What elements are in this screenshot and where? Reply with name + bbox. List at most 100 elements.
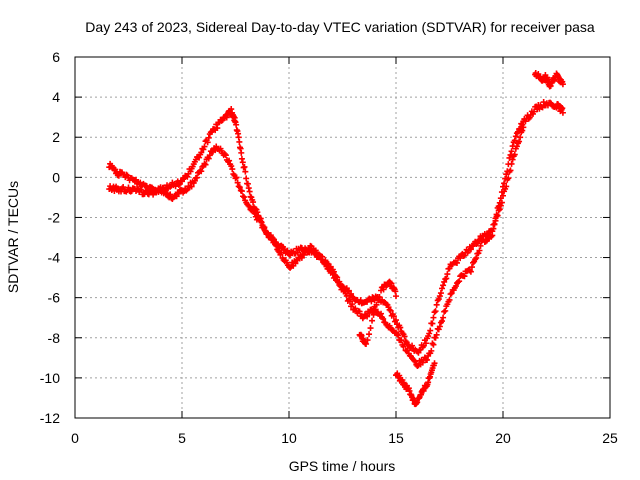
data-point: [143, 187, 150, 194]
data-point: [419, 359, 426, 366]
data-point: [184, 173, 191, 180]
data-point: [258, 218, 265, 225]
data-point: [250, 199, 257, 206]
data-point: [238, 149, 245, 156]
data-points: [106, 70, 566, 408]
data-point: [496, 199, 503, 206]
data-point: [198, 149, 205, 156]
data-point: [271, 238, 278, 245]
data-point: [352, 305, 359, 312]
data-point: [164, 190, 171, 197]
data-point: [333, 273, 340, 280]
data-point: [473, 254, 480, 261]
data-point: [232, 175, 239, 182]
data-point: [251, 210, 258, 217]
data-point: [368, 298, 375, 305]
data-point: [278, 249, 285, 256]
data-point: [446, 265, 453, 272]
data-point: [498, 189, 505, 196]
data-point: [322, 257, 329, 264]
data-point: [159, 185, 166, 192]
data-point: [430, 341, 437, 348]
data-point: [188, 183, 195, 190]
series-track-d: [393, 360, 438, 408]
data-point: [390, 313, 397, 320]
data-point: [519, 121, 526, 128]
data-point: [440, 282, 447, 289]
data-point: [330, 268, 337, 275]
data-point: [442, 307, 449, 314]
data-point: [427, 327, 434, 334]
data-point: [439, 318, 446, 325]
data-point: [343, 292, 350, 299]
y-tick-label: 4: [52, 89, 60, 105]
data-point: [313, 249, 320, 256]
data-point: [356, 308, 363, 315]
data-point: [428, 347, 435, 354]
data-point: [386, 306, 393, 313]
data-point: [207, 129, 214, 136]
data-point: [222, 152, 229, 159]
data-point: [201, 160, 208, 167]
data-point: [508, 148, 515, 155]
data-point: [319, 253, 326, 260]
data-point: [228, 163, 235, 170]
data-point: [261, 224, 268, 231]
data-point: [435, 326, 442, 333]
data-point: [175, 190, 182, 197]
data-point: [370, 311, 377, 318]
data-point: [332, 274, 339, 281]
chart-title: Day 243 of 2023, Sidereal Day-to-day VTE…: [85, 19, 595, 35]
data-point: [493, 211, 500, 218]
data-point: [433, 301, 440, 308]
data-point: [387, 307, 394, 314]
data-point: [236, 138, 243, 145]
data-point: [363, 340, 370, 347]
data-point: [512, 133, 519, 140]
data-point: [242, 168, 249, 175]
data-point: [457, 255, 464, 262]
data-point: [453, 259, 460, 266]
data-point: [245, 202, 252, 209]
y-tick-label: -10: [40, 370, 60, 386]
data-point: [226, 157, 233, 164]
data-point: [432, 308, 439, 315]
data-point: [393, 317, 399, 324]
data-point: [218, 117, 225, 124]
data-point: [509, 156, 516, 163]
data-point: [396, 372, 403, 379]
data-point: [206, 152, 213, 159]
data-point: [120, 184, 127, 191]
data-point: [246, 188, 253, 195]
data-point: [444, 271, 451, 278]
data-point: [167, 191, 174, 198]
data-point: [363, 312, 370, 319]
data-point: [257, 217, 264, 224]
data-point: [211, 126, 218, 133]
data-point: [150, 191, 157, 198]
data-point: [505, 161, 512, 168]
data-point: [340, 287, 347, 294]
data-point: [432, 334, 439, 341]
data-point: [115, 172, 122, 179]
data-point: [395, 332, 402, 339]
data-point: [367, 325, 374, 332]
data-point: [201, 143, 208, 150]
y-tick-label: -12: [40, 410, 60, 426]
data-point: [244, 180, 251, 187]
x-tick-label: 10: [281, 430, 297, 446]
y-tick-label: 0: [52, 169, 60, 185]
data-point: [429, 320, 436, 327]
x-tick-label: 0: [71, 430, 79, 446]
data-point: [238, 155, 245, 162]
data-point: [436, 293, 443, 300]
data-point: [531, 108, 538, 115]
data-point: [243, 175, 250, 182]
data-point: [372, 308, 379, 315]
data-point: [401, 341, 408, 348]
y-tick-label: -8: [48, 330, 61, 346]
data-point: [490, 225, 497, 232]
data-point: [511, 137, 518, 144]
data-point: [435, 296, 442, 303]
